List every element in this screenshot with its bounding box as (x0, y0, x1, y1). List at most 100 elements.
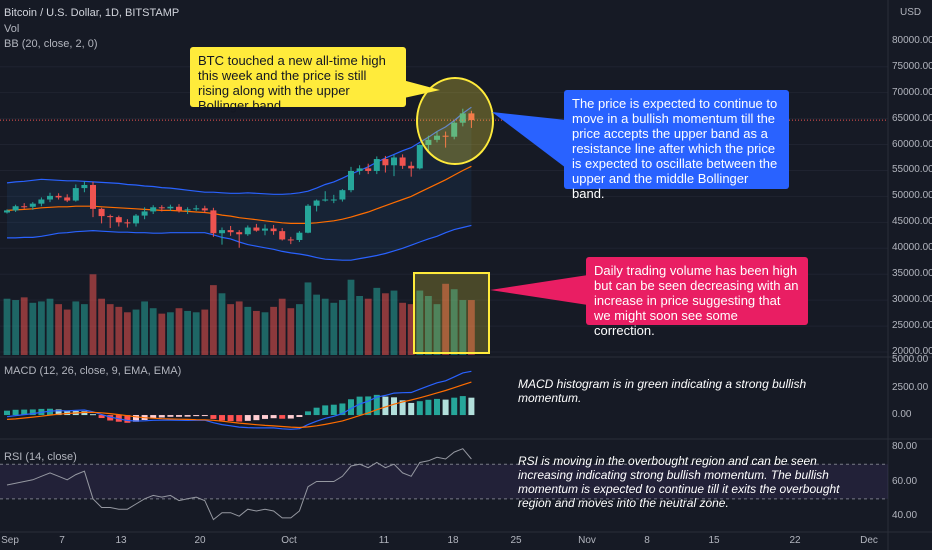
chart-title: Bitcoin / U.S. Dollar, 1D, BITSTAMP (4, 7, 180, 19)
rsi-line (6, 448, 472, 521)
candle-body (279, 231, 286, 240)
candle-body (339, 190, 346, 200)
volume-bar (270, 306, 277, 355)
volume-bar (442, 283, 449, 355)
price-tick-label: 75000.00 (892, 60, 932, 72)
ath-highlight-ellipse (416, 77, 494, 165)
price-tick-label: 40000.00 (892, 242, 932, 254)
candle-body (64, 197, 71, 201)
volume-callout: Daily trading volume has been high but c… (586, 257, 808, 338)
macd-histogram-bar (305, 411, 311, 416)
candle-body (356, 168, 363, 171)
candle-body (330, 199, 337, 201)
bollinger-basis-line (6, 165, 472, 224)
volume-bar (382, 293, 389, 355)
volume-bar (321, 298, 329, 355)
macd-histogram-bar (90, 414, 96, 416)
candle-body (425, 139, 432, 146)
macd-histogram-bar (391, 397, 397, 416)
rsi-band (0, 464, 888, 499)
time-tick-label: 13 (115, 535, 127, 546)
bollinger-fill (7, 107, 472, 261)
candle-body (4, 210, 10, 213)
time-tick-label: 15 (708, 535, 720, 546)
macd-tick-label: 5000.00 (892, 354, 929, 366)
volume-bar (330, 302, 338, 355)
forecast-callout: The price is expected to continue to mov… (564, 90, 789, 201)
macd-histogram-bar (236, 415, 243, 422)
macd-signal-line (6, 381, 472, 429)
volume-bar (227, 304, 234, 355)
volume-callout-text: Daily trading volume has been high but c… (594, 263, 799, 338)
volume-bar (38, 301, 45, 355)
macd-histogram-bar (47, 408, 53, 416)
macd-histogram-bar (262, 415, 268, 419)
macd-histogram-bar (150, 415, 157, 419)
volume-bar (89, 274, 97, 355)
volume-bar (46, 298, 54, 355)
price-tick-label: 20000.00 (892, 346, 932, 358)
macd-histogram-bar (55, 409, 62, 416)
volume-bar (347, 279, 355, 355)
macd-histogram-bar (201, 415, 208, 417)
candle-body (244, 227, 251, 235)
candle-body (382, 159, 389, 166)
candle-body (141, 211, 148, 216)
macd-histogram-bar (270, 415, 277, 419)
price-tick-label: 80000.00 (892, 34, 932, 46)
rsi-label[interactable]: RSI (14, close) (4, 451, 77, 463)
rsi-note: RSI is moving in the overbought region a… (518, 454, 840, 510)
volume-bar (425, 296, 432, 355)
macd-histogram-bar (176, 415, 182, 417)
candle-body (253, 227, 260, 231)
volume-bar (29, 302, 37, 355)
candle-body (287, 239, 294, 241)
volume-bar (261, 312, 269, 355)
macd-histogram-bar (365, 396, 372, 416)
bollinger-label[interactable]: BB (20, close, 2, 0) (4, 38, 98, 50)
macd-histogram-bar (133, 415, 139, 422)
macd-histogram-bar (4, 410, 10, 416)
candle-body (47, 195, 53, 200)
candle-body (365, 168, 372, 171)
time-tick-label: Nov (578, 535, 596, 546)
volume-bar (55, 304, 62, 355)
candle-body (296, 232, 303, 240)
volume-highlight-box (413, 272, 490, 354)
volume-bar (81, 304, 88, 355)
candle-body (348, 170, 354, 191)
currency-label: USD (900, 7, 922, 18)
time-tick-label: 22 (789, 535, 801, 546)
candle-body (227, 230, 234, 233)
macd-tick-label: 0.00 (892, 409, 912, 421)
macd-histogram-bar (442, 399, 449, 416)
macd-histogram-bar (416, 401, 423, 416)
macd-histogram-bar (193, 415, 200, 417)
candle-body (434, 135, 440, 140)
time-tick-label: 7 (59, 535, 65, 546)
time-tick-label: 20 (194, 535, 206, 546)
macd-histogram-bar (184, 415, 191, 417)
candle-body (124, 222, 131, 224)
forecast-callout-pointer (492, 112, 566, 168)
price-tick-label: 45000.00 (892, 216, 932, 228)
candle-body (451, 122, 458, 137)
time-tick-label: Sep (1, 535, 19, 546)
macd-histogram-bar (167, 415, 174, 417)
candle-body (305, 205, 311, 233)
macd-histogram-bar (451, 397, 458, 416)
volume-bar (124, 312, 131, 355)
volume-bar (158, 313, 166, 355)
time-tick-label: 11 (378, 535, 390, 546)
macd-line (6, 370, 472, 430)
macd-histogram-bar (287, 415, 294, 419)
volume-bar (3, 298, 11, 355)
volume-callout-pointer (490, 275, 588, 305)
macd-label[interactable]: MACD (12, 26, close, 9, EMA, EMA) (4, 365, 182, 377)
volume-bar (416, 290, 424, 355)
volume-bar (373, 287, 381, 355)
candle-body (408, 165, 415, 169)
volume-label[interactable]: Vol (4, 23, 20, 35)
macd-histogram-bar (425, 399, 432, 416)
